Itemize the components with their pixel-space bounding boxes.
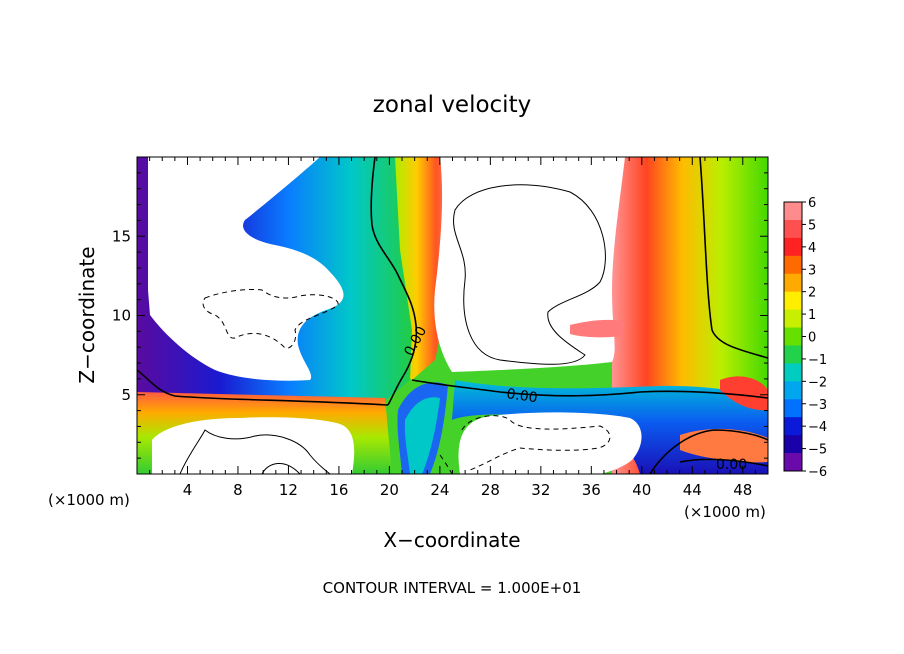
x-tick-label: 32 (531, 481, 550, 499)
colorbar-swatch (784, 237, 802, 257)
x-tick-label: 28 (481, 481, 500, 499)
y-axis-label: Z−coordinate (75, 246, 99, 383)
colorbar-swatch (784, 363, 802, 382)
x-unit-left: (×1000 m) (48, 491, 130, 509)
negative-contour-lower-center (439, 415, 611, 474)
x-tick-label: 16 (329, 481, 348, 499)
x-axis-label: X−coordinate (383, 528, 520, 552)
x-tick-label: 44 (683, 481, 702, 499)
colorbar-swatch (784, 345, 802, 364)
colorbar-label: −3 (808, 398, 827, 413)
colorbar-swatch (784, 399, 802, 418)
colorbar-label: 5 (808, 218, 816, 233)
colorbar-label: 2 (808, 286, 816, 301)
white-region-lower-center (458, 412, 642, 474)
colorbar-label: −1 (808, 353, 827, 368)
plot-area: 0.00 0.00 0.00 (137, 157, 768, 474)
colorbar-swatch (784, 327, 802, 346)
x-tick-label: 8 (233, 481, 243, 499)
colorbar-label: 1 (808, 308, 816, 323)
colorbar-swatch (784, 381, 802, 400)
chart-title: zonal velocity (373, 92, 531, 118)
white-region-upper-west (148, 157, 344, 381)
colorbar-label: −2 (808, 375, 827, 390)
colorbar-swatch (784, 273, 802, 293)
colorbar-swatch (784, 309, 802, 329)
y-axis: 5 10 15 (112, 172, 768, 459)
contour-label-main: 0.00 (505, 386, 538, 406)
colorbar-label: −6 (808, 465, 827, 480)
x-tick-label: 40 (632, 481, 651, 499)
x-unit-right: (×1000 m) (684, 503, 766, 521)
x-tick-label: 48 (733, 481, 752, 499)
x-tick-label: 36 (582, 481, 601, 499)
zero-contour-main (411, 379, 768, 399)
zero-contour-east (699, 157, 768, 359)
colorbar-label: −4 (808, 420, 827, 435)
colorbar-swatch (784, 255, 802, 275)
x-tick-label: 12 (279, 481, 298, 499)
zero-contour-lower-west (179, 429, 331, 474)
y-tick-label: 15 (112, 227, 131, 245)
colorbar-label: 4 (808, 241, 816, 256)
colorbar: 6 5 4 3 2 1 0 −1 −2 −3 −4 −5 −6 (783, 196, 827, 480)
colorbar-label: 6 (808, 196, 816, 211)
contour-interval-footer: CONTOUR INTERVAL = 1.000E+01 (323, 579, 582, 597)
y-tick-label: 10 (112, 307, 131, 325)
x-tick-label: 24 (430, 481, 449, 499)
colorbar-swatch (784, 219, 802, 239)
zero-contour-low-west (137, 369, 389, 406)
colorbar-swatch (784, 417, 802, 436)
white-region-upper-center (434, 157, 625, 372)
colorbar-swatch (784, 435, 802, 454)
colorbar-swatch (784, 291, 802, 311)
x-tick-label: 4 (183, 481, 193, 499)
contour-label-east: 0.00 (716, 457, 747, 473)
colorbar-label: 3 (808, 263, 816, 278)
zero-contour-jet-west (370, 157, 418, 406)
zero-contour-upper-center (453, 184, 606, 365)
y-tick-label: 5 (121, 386, 131, 404)
zero-contour-lower-east (649, 429, 768, 474)
colorbar-swatch (784, 202, 802, 221)
negative-contour-west (202, 289, 339, 349)
colorbar-swatch (784, 453, 802, 472)
white-region-lower-west (152, 417, 355, 474)
x-tick-label: 20 (380, 481, 399, 499)
colorbar-label: −5 (808, 443, 827, 458)
x-axis: 4 8 12 16 20 24 28 32 36 40 44 48 (149, 157, 756, 499)
colorbar-label: 0 (808, 331, 816, 346)
